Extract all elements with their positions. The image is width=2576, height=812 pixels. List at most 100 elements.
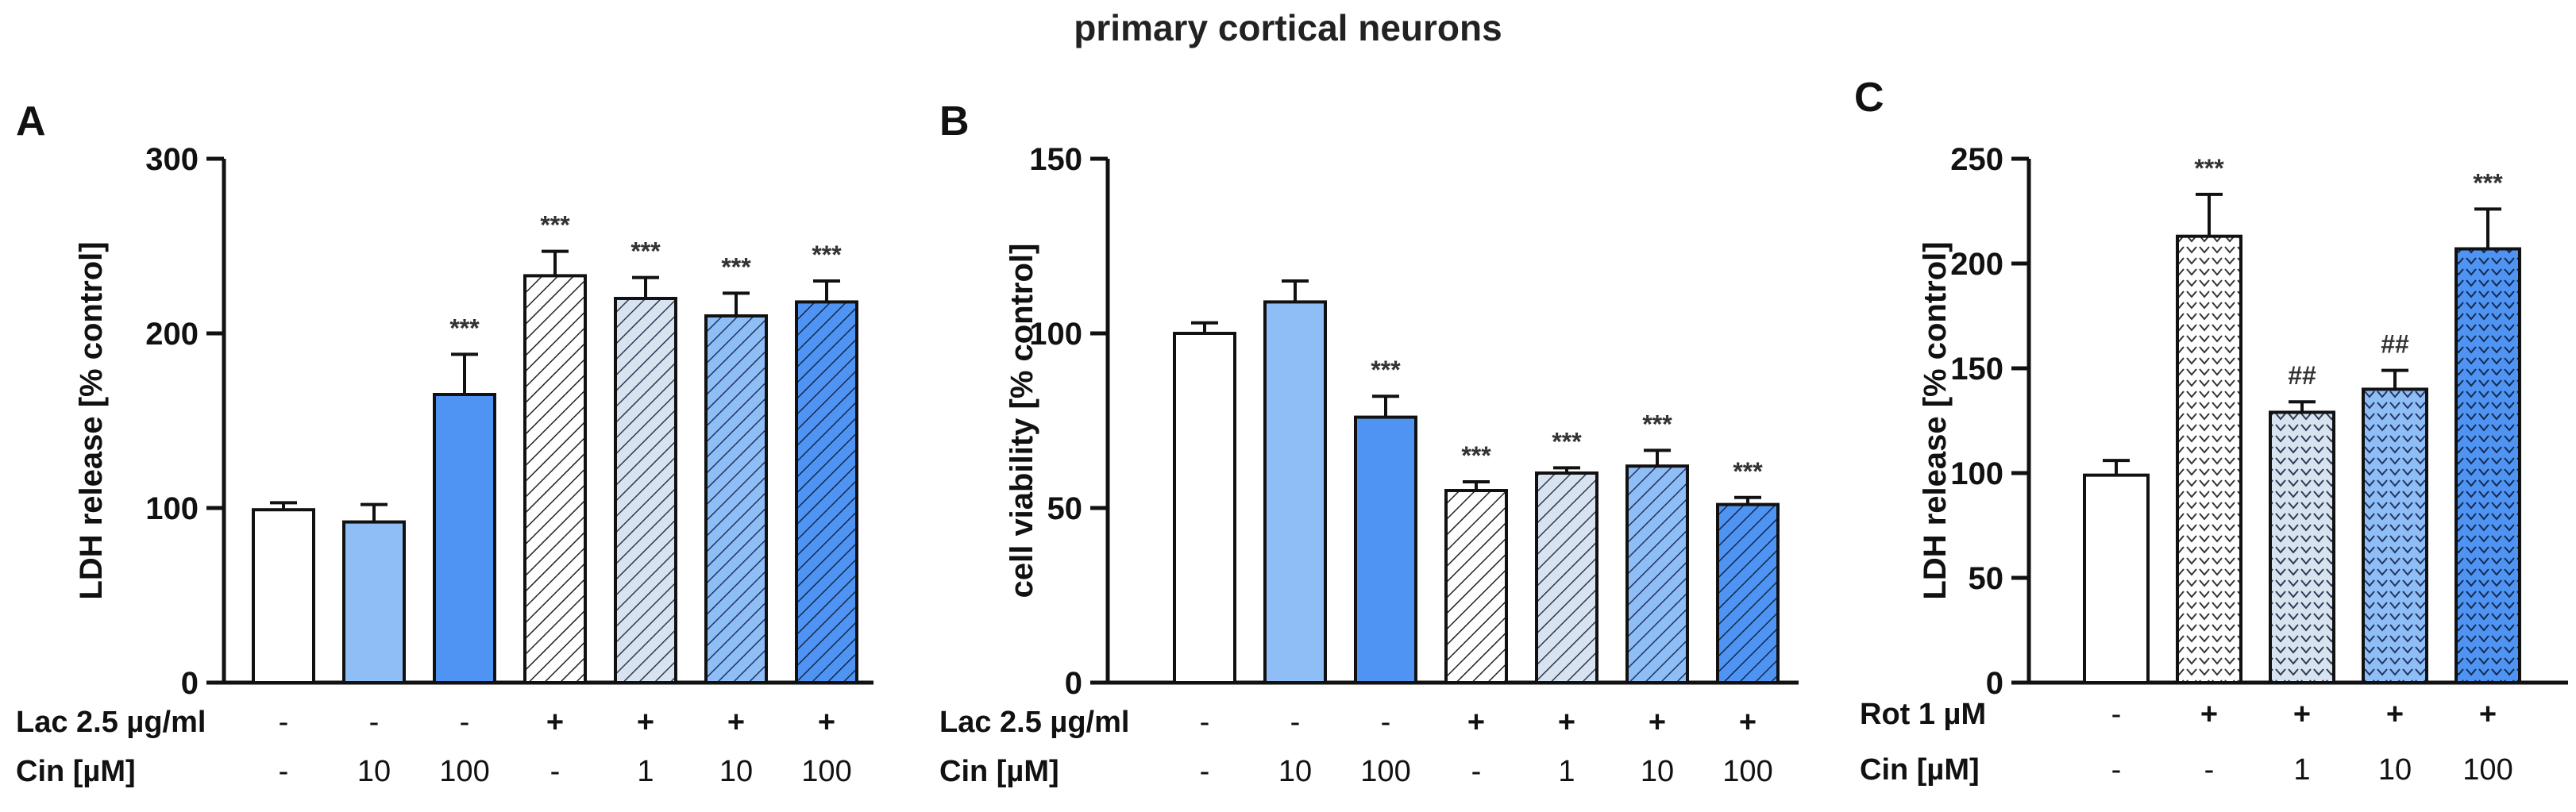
condition-value: 100 bbox=[1722, 755, 1772, 788]
condition-value: - bbox=[369, 706, 380, 739]
condition-value: + bbox=[1739, 706, 1757, 739]
y-tick-label: 300 bbox=[145, 142, 199, 177]
y-tick-label: 50 bbox=[1047, 491, 1083, 526]
bar bbox=[2269, 410, 2335, 684]
condition-value: 100 bbox=[439, 755, 489, 788]
condition-value: 100 bbox=[2462, 753, 2512, 787]
bar bbox=[2455, 247, 2521, 684]
significance-label: *** bbox=[2194, 154, 2224, 183]
y-tick-label: 100 bbox=[145, 491, 199, 526]
y-tick-label: 0 bbox=[1065, 666, 1082, 701]
y-axis-label: LDH release [% control] bbox=[74, 241, 109, 599]
y-tick-label: 0 bbox=[1986, 666, 2003, 701]
y-tick-label: 0 bbox=[181, 666, 199, 701]
panel-letter: A bbox=[16, 98, 46, 144]
significance-label: *** bbox=[1733, 457, 1763, 486]
significance-label: *** bbox=[449, 314, 480, 342]
condition-value: - bbox=[1200, 706, 1210, 739]
condition-value: - bbox=[279, 706, 289, 739]
condition-value: - bbox=[2111, 753, 2122, 787]
condition-value: 100 bbox=[801, 755, 851, 788]
condition-value: - bbox=[2111, 698, 2122, 731]
significance-label: *** bbox=[1371, 356, 1401, 384]
condition-value: + bbox=[546, 706, 564, 739]
bar bbox=[1535, 471, 1598, 684]
condition-value: + bbox=[2200, 698, 2218, 731]
condition-label: Cin [µM] bbox=[16, 755, 136, 788]
bar bbox=[1716, 502, 1780, 684]
bar bbox=[2362, 387, 2428, 684]
significance-label: *** bbox=[721, 252, 751, 281]
condition-value: + bbox=[1649, 706, 1666, 739]
condition-value: 10 bbox=[719, 755, 753, 788]
bar bbox=[614, 297, 677, 684]
condition-value: 10 bbox=[1641, 755, 1674, 788]
condition-label: Cin [µM] bbox=[939, 755, 1059, 788]
bar bbox=[1625, 464, 1689, 684]
condition-value: 1 bbox=[2293, 753, 2310, 787]
y-tick-label: 200 bbox=[145, 317, 199, 352]
y-tick-label: 250 bbox=[1950, 142, 2003, 177]
chart-panel-b: B 0 50 100 150 cell viability [% control] *** *… bbox=[939, 98, 1799, 788]
condition-value: - bbox=[460, 706, 470, 739]
condition-value: 10 bbox=[357, 755, 391, 788]
significance-label: *** bbox=[631, 237, 661, 266]
condition-value: 10 bbox=[2378, 753, 2412, 787]
condition-value: + bbox=[727, 706, 745, 739]
y-tick-label: 150 bbox=[1950, 352, 2003, 387]
condition-label: Lac 2.5 µg/ml bbox=[16, 706, 206, 739]
bar bbox=[704, 314, 768, 684]
condition-value: - bbox=[1290, 706, 1301, 739]
bar bbox=[252, 508, 315, 685]
bar bbox=[2083, 473, 2150, 684]
bar bbox=[342, 520, 406, 684]
bar bbox=[2176, 234, 2242, 684]
significance-label: ## bbox=[2288, 361, 2316, 390]
bar bbox=[1173, 332, 1236, 684]
significance-label: ## bbox=[2381, 330, 2409, 359]
condition-value: + bbox=[1467, 706, 1485, 739]
condition-value: - bbox=[1200, 755, 1210, 788]
condition-value: - bbox=[2204, 753, 2215, 787]
condition-value: - bbox=[1471, 755, 1482, 788]
condition-value: + bbox=[2293, 698, 2311, 731]
condition-value: - bbox=[550, 755, 561, 788]
bar bbox=[1354, 415, 1417, 684]
condition-value: 100 bbox=[1360, 755, 1410, 788]
bar bbox=[433, 393, 496, 684]
condition-value: + bbox=[637, 706, 654, 739]
significance-label: *** bbox=[1461, 441, 1491, 470]
y-tick-label: 50 bbox=[1969, 561, 2004, 596]
significance-label: *** bbox=[1552, 427, 1582, 456]
chart-panel-c: C 0 50 100 150 200 250 LDH release [% control] *… bbox=[1854, 75, 2568, 787]
significance-label: *** bbox=[812, 241, 842, 269]
bar bbox=[795, 300, 858, 684]
condition-value: + bbox=[818, 706, 835, 739]
y-axis-label: cell viability [% control] bbox=[1005, 244, 1039, 598]
condition-label: Rot 1 µM bbox=[1860, 698, 1986, 731]
condition-label: Cin [µM] bbox=[1860, 753, 1980, 787]
significance-label: *** bbox=[2473, 168, 2503, 197]
y-tick-label: 100 bbox=[1029, 317, 1082, 352]
bar bbox=[523, 274, 587, 684]
condition-value: 1 bbox=[1558, 755, 1575, 788]
condition-value: - bbox=[279, 755, 289, 788]
condition-value: + bbox=[1558, 706, 1575, 739]
figure-title: primary cortical neurons bbox=[1074, 7, 1502, 48]
significance-label: *** bbox=[540, 211, 570, 240]
significance-label: *** bbox=[1642, 410, 1672, 438]
chart-panel-a: A 0 100 200 300 LDH release [% control] *** ***… bbox=[16, 98, 873, 788]
y-axis-label: LDH release [% control] bbox=[1918, 241, 1953, 599]
bar bbox=[1263, 300, 1327, 684]
y-tick-label: 100 bbox=[1950, 456, 2003, 491]
condition-value: + bbox=[2386, 698, 2404, 731]
condition-label: Lac 2.5 µg/ml bbox=[939, 706, 1129, 739]
condition-value: 1 bbox=[637, 755, 654, 788]
y-tick-label: 150 bbox=[1029, 142, 1082, 177]
condition-value: + bbox=[2479, 698, 2497, 731]
y-tick-label: 200 bbox=[1950, 247, 2003, 282]
condition-value: - bbox=[1381, 706, 1391, 739]
panel-letter: C bbox=[1854, 75, 1884, 121]
condition-value: 10 bbox=[1278, 755, 1312, 788]
